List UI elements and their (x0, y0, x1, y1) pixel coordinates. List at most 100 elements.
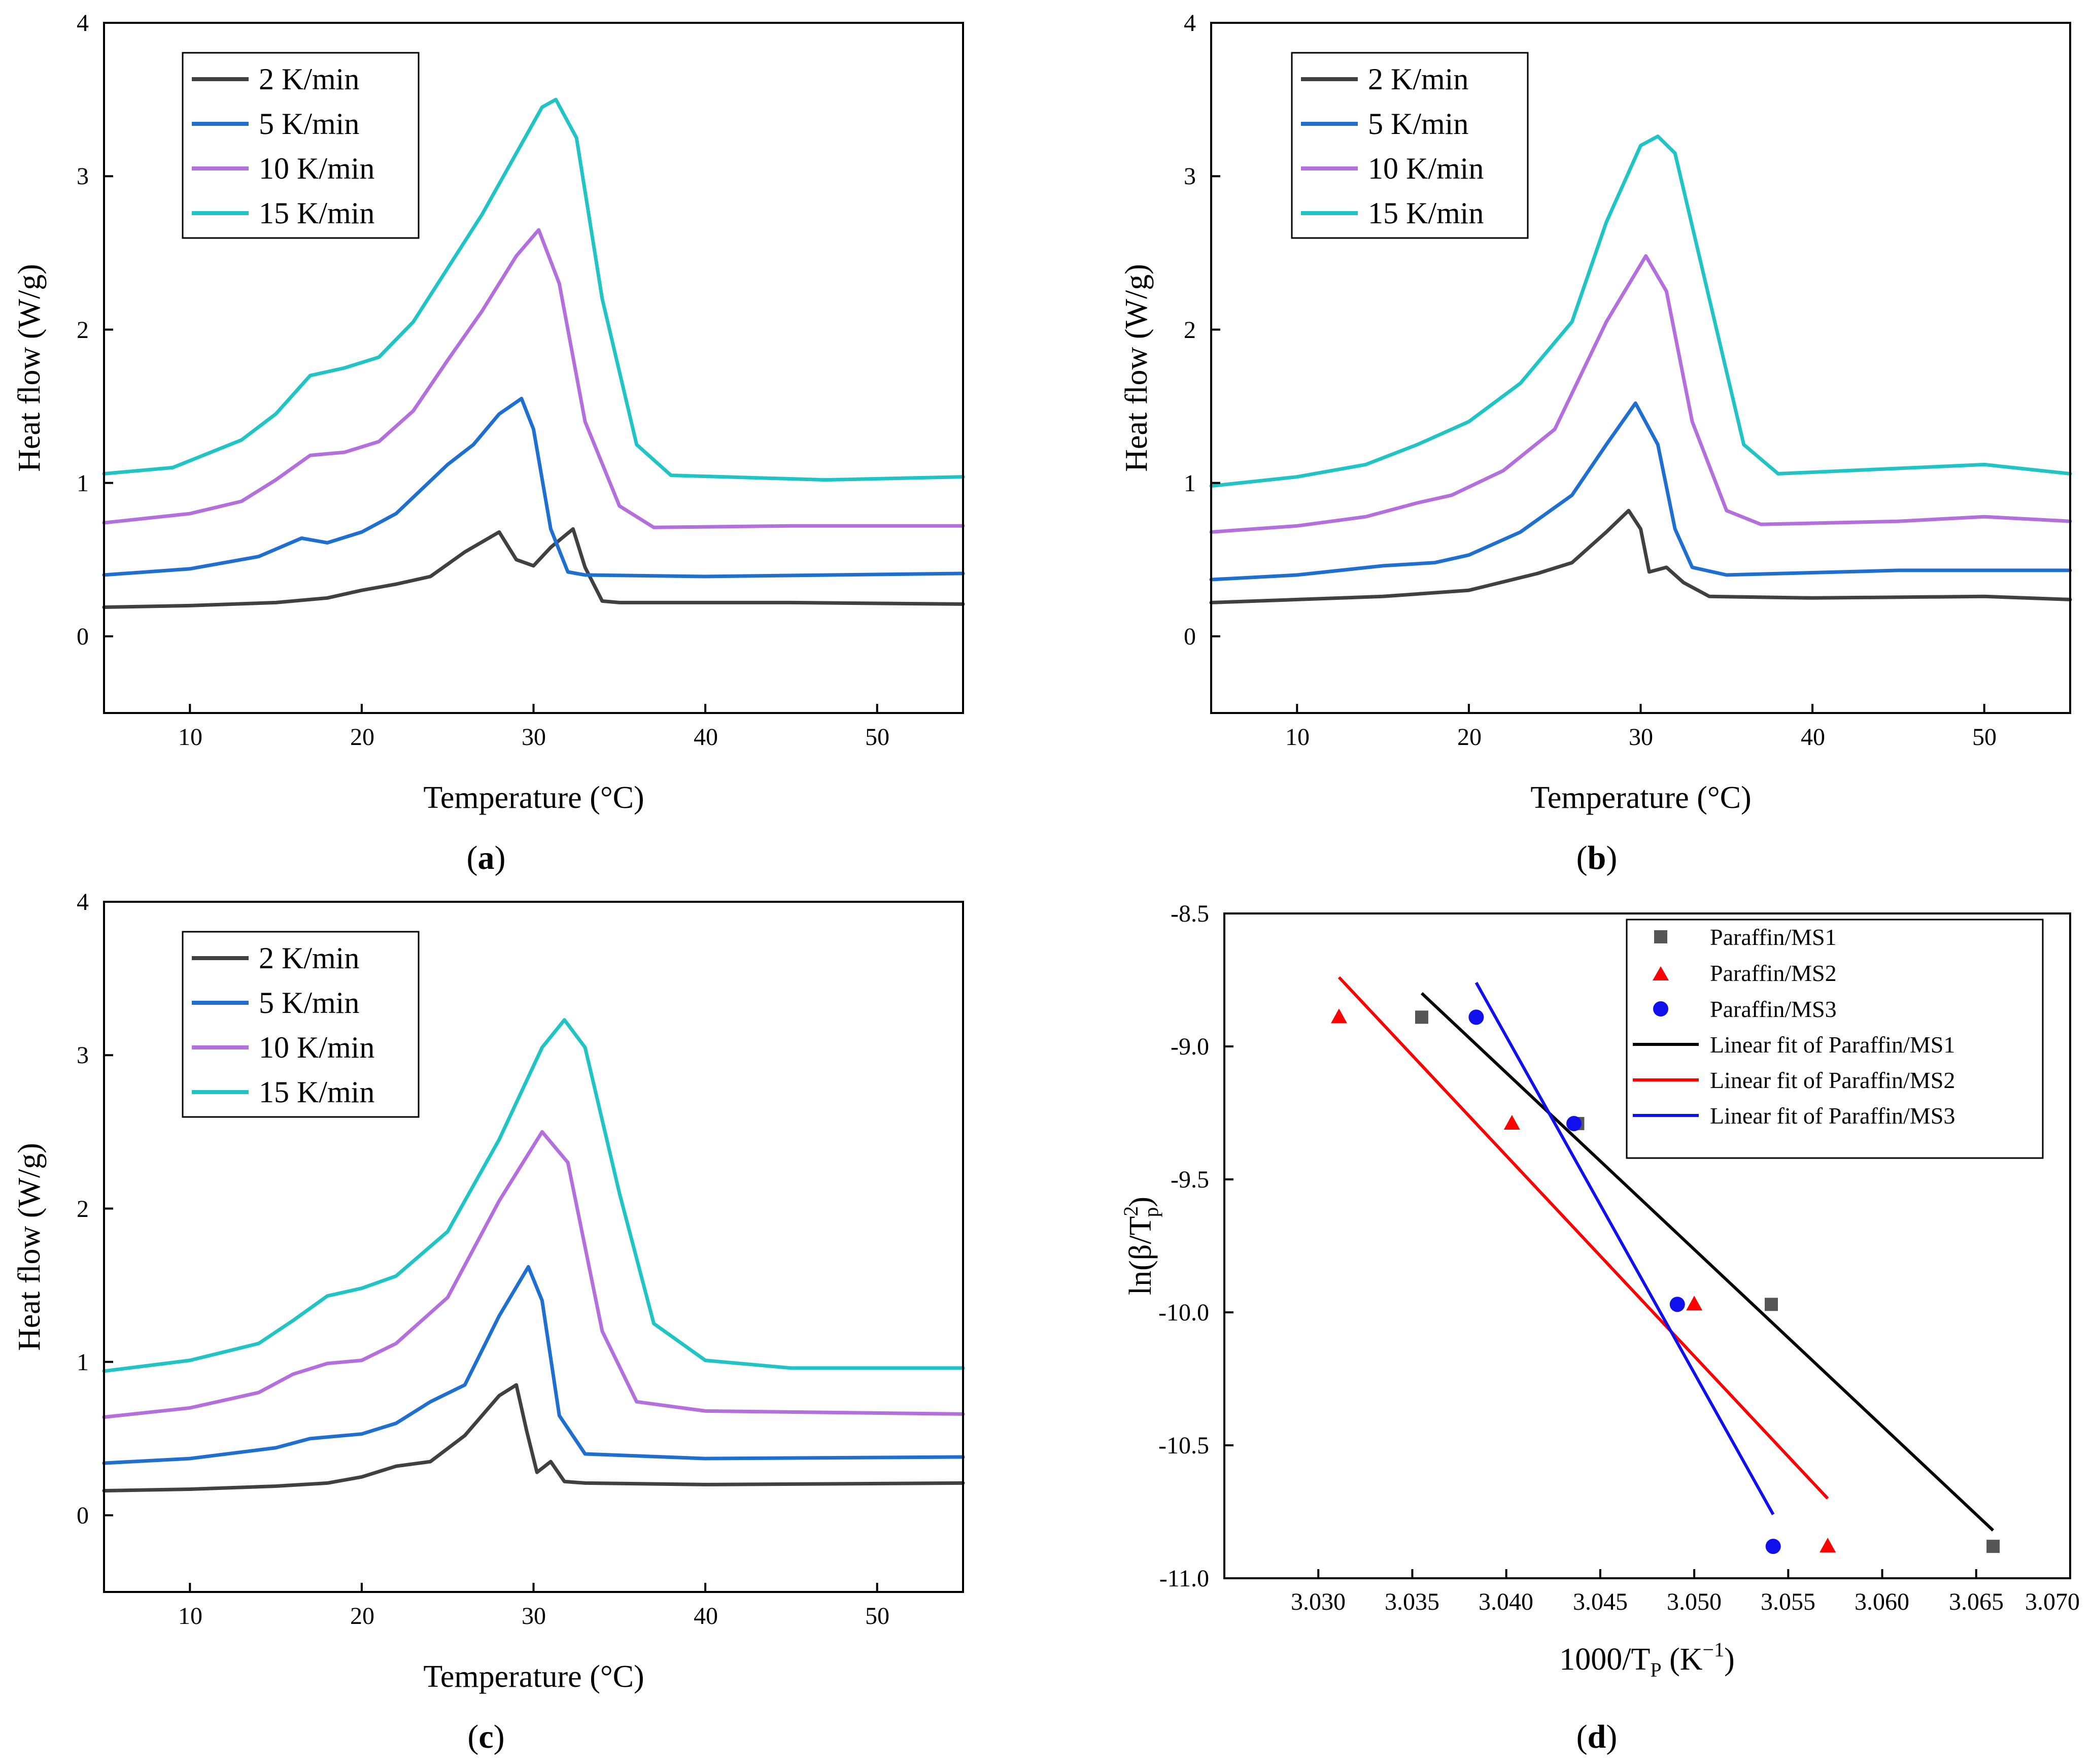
panel-d-point-ms1 (1986, 1540, 2000, 1553)
panel-c: 10 20 30 40 50 0 1 2 3 4 Temperature (°C… (12, 889, 965, 1755)
panel-d-y-tick: -9.0 (1171, 1033, 1209, 1060)
panel-b-legend-label: 5 K/min (1368, 107, 1468, 141)
panel-a-y-tick: 4 (77, 10, 89, 37)
panel-a-legend-label: 2 K/min (259, 62, 359, 96)
panel-d-point-ms2 (1503, 1114, 1520, 1130)
panel-b-y-tick: 1 (1184, 470, 1196, 497)
panel-a-series-line-15-k-min (102, 97, 965, 482)
panel-d-legend-label: Paraffin/MS3 (1710, 996, 1837, 1022)
panel-c-series-line-2-k-min (102, 1383, 965, 1492)
panel-label-letter: d (1588, 1718, 1606, 1755)
panel-c-x-tick: 10 (178, 1603, 202, 1630)
panel-d-x-tick: 3.045 (1573, 1588, 1628, 1615)
panel-b-x-axis: 10 20 30 40 50 (1285, 724, 1997, 751)
panel-d-tick-marks (1224, 912, 2071, 1579)
panel-d-x-tick: 3.055 (1761, 1588, 1815, 1615)
panel-a-x-tick: 40 (694, 724, 718, 751)
panel-b-y-axis: 0 1 2 3 4 (1184, 10, 1196, 650)
panel-c-series-line-10-k-min (102, 1130, 965, 1419)
panel-a-y-tick: 0 (77, 623, 89, 650)
axis-title-part: ) (1123, 1197, 1158, 1207)
panel-c-series (102, 1018, 965, 1492)
panel-label-close-paren: ) (1606, 839, 1617, 876)
panel-a: 10 20 30 40 50 0 1 2 3 4 Temperature (°C… (12, 10, 965, 876)
panel-a-y-axis-title: Heat flow (W/g) (12, 264, 47, 472)
panel-a-x-axis: 10 20 30 40 50 (178, 724, 889, 751)
panel-a-legend-box (182, 52, 420, 239)
panel-d-y-axis: -8.5 -9.0 -9.5 -10.0 -10.5 -11.0 (1158, 900, 1209, 1592)
panel-b-x-tick: 30 (1629, 724, 1653, 751)
panel-a-series-line-2-k-min (102, 527, 965, 609)
panel-label-close-paren: ) (1606, 1718, 1617, 1755)
axis-title-part: (K (1662, 1642, 1703, 1677)
panel-d-label: (d) (1576, 1718, 1618, 1755)
panel-d-y-tick: -9.5 (1171, 1166, 1209, 1193)
panel-b-label: (b) (1576, 839, 1618, 876)
panel-label-close-paren: ) (494, 1718, 505, 1755)
panel-label-open-paren: ( (467, 839, 478, 876)
panel-c-x-tick: 40 (694, 1603, 718, 1630)
panel-a-tick-marks (104, 22, 878, 713)
panel-d-legend-label: Linear fit of Paraffin/MS2 (1710, 1067, 1955, 1093)
panel-b-legend-label: 15 K/min (1368, 196, 1484, 230)
axis-title-superscript: −1 (1703, 1638, 1725, 1661)
panel-a-x-tick: 20 (350, 724, 374, 751)
panel-d-y-tick: -8.5 (1171, 900, 1209, 927)
panel-a-y-tick: 3 (77, 163, 89, 190)
panel-c-x-axis: 10 20 30 40 50 (178, 1603, 889, 1630)
panel-a-series (102, 97, 965, 609)
panel-d-point-ms2 (1820, 1538, 1836, 1553)
panel-a-series-line-5-k-min (102, 396, 965, 579)
panel-d-x-tick: 3.030 (1291, 1588, 1346, 1615)
panel-c-legend-label: 10 K/min (259, 1031, 374, 1064)
panel-d-legend-label: Paraffin/MS2 (1710, 960, 1837, 986)
panel-a-y-tick: 1 (77, 470, 89, 497)
axis-title-part: 1000/T (1559, 1642, 1650, 1677)
panel-d-x-tick: 3.065 (1949, 1588, 2004, 1615)
panel-d-legend-box (1626, 919, 2044, 1159)
panel-d-legend-marker-circle (1653, 1001, 1668, 1016)
panel-d-legend: Paraffin/MS1 Paraffin/MS2 Paraffin/MS3 L… (1626, 919, 2044, 1159)
panel-label-letter: c (478, 1718, 493, 1755)
panel-d-x-axis-title: 1000/TP (K−1) (1559, 1638, 1735, 1681)
panel-a-x-tick: 30 (522, 724, 546, 751)
panel-d-point-ms2 (1330, 1008, 1347, 1024)
panel-b-legend: 2 K/min 5 K/min 10 K/min 15 K/min (1291, 52, 1529, 239)
panel-d-point-ms2 (1686, 1296, 1703, 1311)
panel-d-y-tick: -10.5 (1158, 1432, 1209, 1459)
panel-b-series-line-2-k-min (1209, 508, 2072, 604)
panel-d-legend-label: Linear fit of Paraffin/MS1 (1710, 1032, 1955, 1058)
panel-b-x-tick: 50 (1972, 724, 1997, 751)
panel-d-legend-label: Linear fit of Paraffin/MS3 (1710, 1103, 1955, 1129)
panel-a-series-line-10-k-min (102, 228, 965, 529)
panel-b-x-tick: 10 (1285, 724, 1310, 751)
axis-title-part: ln(β/T (1123, 1216, 1158, 1296)
panel-d-legend-marker-triangle (1653, 966, 1669, 980)
panel-a-legend-label: 15 K/min (259, 196, 374, 230)
panel-c-legend-label: 5 K/min (259, 986, 359, 1020)
axis-title-superscript: 2 (1119, 1206, 1142, 1216)
panel-a-label: (a) (467, 839, 506, 876)
panel-b-y-tick: 4 (1184, 10, 1196, 37)
panel-d-y-tick: -11.0 (1159, 1565, 1209, 1592)
panel-d-y-axis-title: ln(β/T2p) (1119, 1197, 1162, 1295)
panel-c-tick-marks (104, 901, 878, 1592)
panel-b-series (1209, 134, 2072, 604)
panel-label-open-paren: ( (1576, 839, 1588, 876)
panel-a-legend-label: 5 K/min (259, 107, 359, 141)
panel-label-letter: b (1588, 839, 1606, 876)
panel-c-y-tick: 1 (77, 1349, 89, 1376)
panel-b-series-line-15-k-min (1209, 134, 2072, 488)
panel-d-point-ms3 (1468, 1009, 1484, 1025)
panel-d-x-tick: 3.060 (1855, 1588, 1909, 1615)
panel-a-y-tick: 2 (77, 317, 89, 344)
panel-d-x-axis: 3.030 3.035 3.040 3.045 3.050 3.055 3.06… (1291, 1588, 2080, 1615)
panel-d-point-ms3 (1566, 1115, 1582, 1131)
panel-label-close-paren: ) (495, 839, 506, 876)
panel-c-y-tick: 2 (77, 1196, 89, 1223)
axis-title-part: ) (1724, 1642, 1735, 1677)
panel-c-label: (c) (467, 1718, 504, 1755)
panel-a-legend: 2 K/min 5 K/min 10 K/min 15 K/min (182, 52, 420, 239)
panel-d-x-tick: 3.050 (1667, 1588, 1722, 1615)
